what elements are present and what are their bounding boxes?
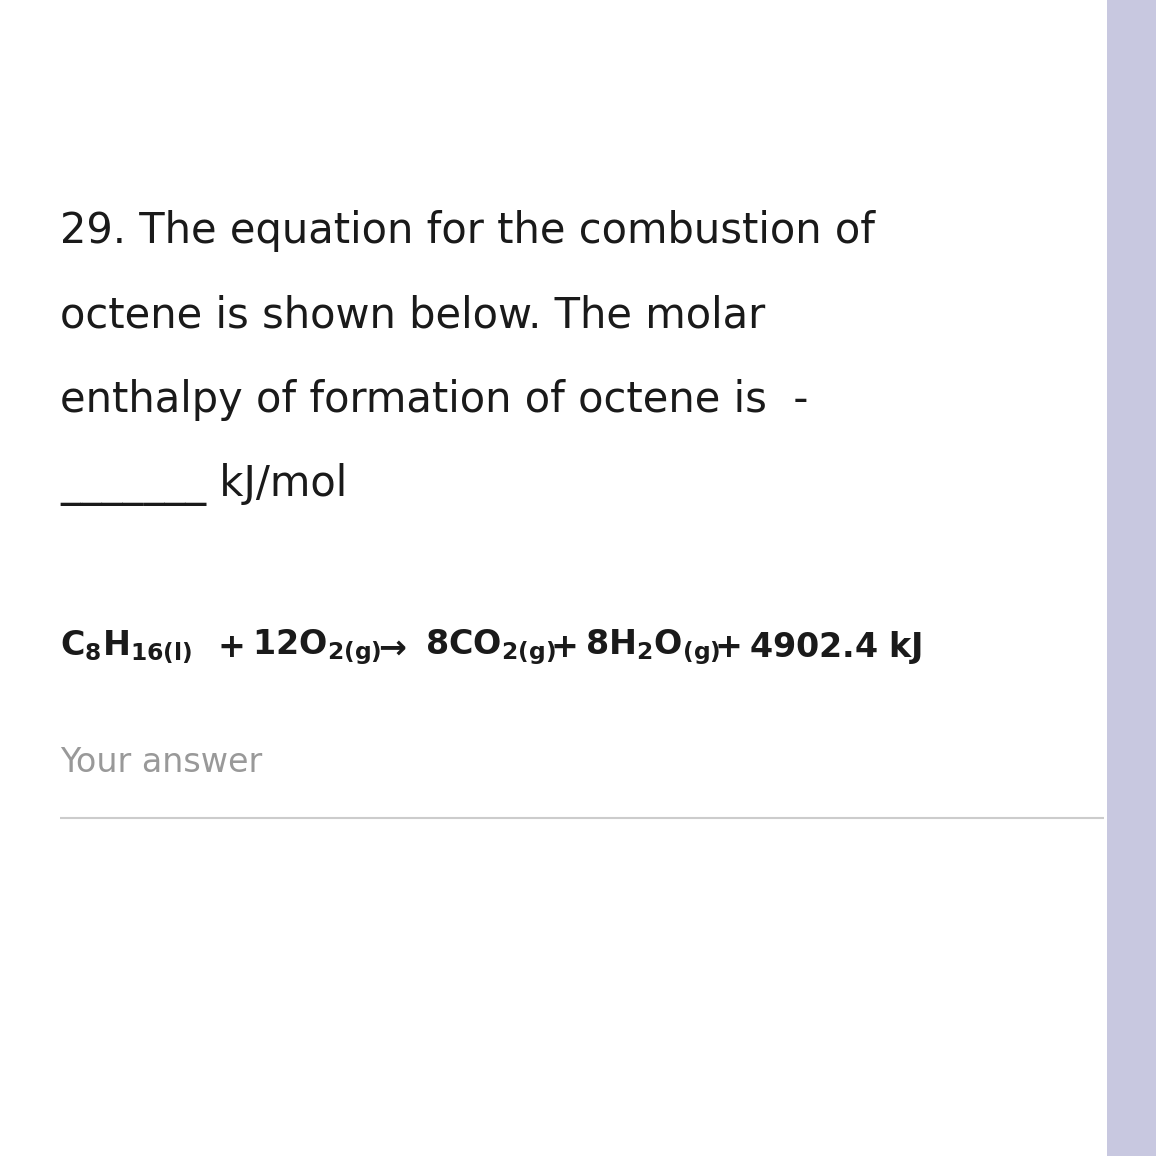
Text: $\mathbf{+}$: $\mathbf{+}$	[217, 631, 244, 664]
Text: $\mathbf{12O_{2(g)}}$: $\mathbf{12O_{2(g)}}$	[252, 628, 381, 667]
Text: $\mathbf{+}$: $\mathbf{+}$	[714, 631, 741, 664]
Text: $\mathbf{+}$: $\mathbf{+}$	[550, 631, 577, 664]
Text: $\mathbf{\rightarrow}$: $\mathbf{\rightarrow}$	[372, 631, 407, 664]
Bar	[1107, 0, 1156, 1156]
Text: $\mathbf{8CO_{2(g)}}$: $\mathbf{8CO_{2(g)}}$	[425, 628, 556, 667]
Text: 29. The equation for the combustion of: 29. The equation for the combustion of	[60, 210, 875, 252]
Text: Your answer: Your answer	[60, 747, 262, 779]
Text: $\mathbf{8H_2O_{(g)}}$: $\mathbf{8H_2O_{(g)}}$	[585, 628, 720, 667]
Text: $\mathbf{4902.4\ kJ}$: $\mathbf{4902.4\ kJ}$	[749, 629, 922, 666]
Text: octene is shown below. The molar: octene is shown below. The molar	[60, 295, 765, 336]
Text: enthalpy of formation of octene is  -: enthalpy of formation of octene is -	[60, 379, 808, 421]
Text: _______ kJ/mol: _______ kJ/mol	[60, 462, 347, 506]
Text: $\mathbf{C_8H_{16(l)}}$: $\mathbf{C_8H_{16(l)}}$	[60, 629, 192, 666]
